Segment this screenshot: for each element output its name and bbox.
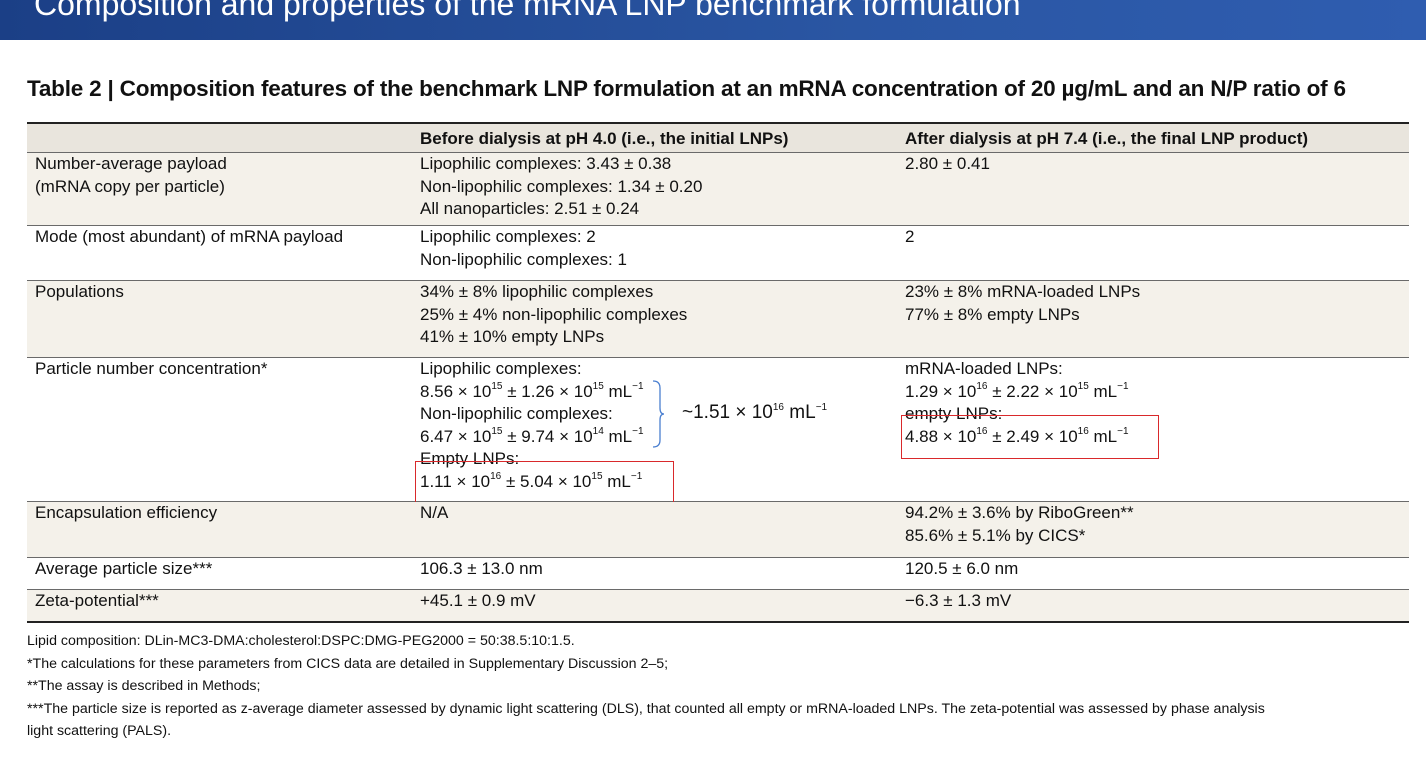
footnote-cics: *The calculations for these parameters f… <box>27 655 669 672</box>
highlight-box-before-empty <box>415 461 674 505</box>
row-encapsulation-efficiency: Encapsulation efficiency N/A 94.2% ± 3.6… <box>27 502 1409 558</box>
lipophilic-concentration-value: 8.56 × 1015 ± 1.26 × 1015 mL−1 <box>420 380 644 401</box>
header-before-dialysis: Before dialysis at pH 4.0 (i.e., the ini… <box>420 129 789 148</box>
row-mode-payload: Mode (most abundant) of mRNA payload Lip… <box>27 226 1409 281</box>
encapsulation-before: N/A <box>420 503 449 522</box>
zeta-after: −6.3 ± 1.3 mV <box>905 591 1012 610</box>
table-header-row: Before dialysis at pH 4.0 (i.e., the ini… <box>27 124 1409 153</box>
encapsulation-after: 94.2% ± 3.6% by RiboGreen** 85.6% ± 5.1%… <box>905 503 1134 545</box>
concentration-before: Lipophilic complexes: 8.56 × 1015 ± 1.26… <box>420 358 644 493</box>
concentration-label: Particle number concentration* <box>35 359 268 378</box>
row-number-average-payload: Number-average payload (mRNA copy per pa… <box>27 153 1409 226</box>
table-footnotes: Lipid composition: DLin-MC3-DMA:choleste… <box>27 630 1417 743</box>
mode-label: Mode (most abundant) of mRNA payload <box>35 227 344 246</box>
zeta-label: Zeta-potential*** <box>35 591 159 610</box>
row-populations: Populations 34% ± 8% lipophilic complexe… <box>27 281 1409 358</box>
loaded-lnp-concentration-value: 1.29 × 1016 ± 2.22 × 1015 mL−1 <box>905 380 1129 401</box>
table-title: Table 2 | Composition features of the be… <box>27 76 1346 101</box>
after-empty-lnp-concentration-value: 4.88 × 1016 ± 2.49 × 1016 mL−1 <box>905 425 1129 446</box>
populations-label: Populations <box>35 282 124 301</box>
size-label: Average particle size*** <box>35 559 213 578</box>
header-after-dialysis: After dialysis at pH 7.4 (i.e., the fina… <box>905 129 1309 148</box>
populations-after: 23% ± 8% mRNA-loaded LNPs 77% ± 8% empty… <box>905 282 1141 324</box>
populations-before: 34% ± 8% lipophilic complexes 25% ± 4% n… <box>420 282 688 346</box>
row-average-particle-size: Average particle size*** 106.3 ± 13.0 nm… <box>27 558 1409 590</box>
payload-before: Lipophilic complexes: 3.43 ± 0.38 Non-li… <box>420 154 703 218</box>
table-top-rule <box>27 122 1409 124</box>
footnote-dls-continued: light scattering (PALS). <box>27 723 172 739</box>
nonlipophilic-concentration-value: 6.47 × 1015 ± 9.74 × 1014 mL−1 <box>420 425 644 446</box>
payload-label: Number-average payload (mRNA copy per pa… <box>35 154 227 196</box>
row-particle-concentration: Particle number concentration* Lipophili… <box>27 358 1409 505</box>
concentration-after: mRNA-loaded LNPs: 1.29 × 1016 ± 2.22 × 1… <box>905 358 1129 448</box>
mode-after: 2 <box>905 227 915 246</box>
row-zeta-potential: Zeta-potential*** +45.1 ± 0.9 mV −6.3 ± … <box>27 590 1409 623</box>
highlight-box-after-empty <box>901 415 1159 459</box>
encapsulation-label: Encapsulation efficiency <box>35 503 218 522</box>
slide-title: Composition and properties of the mRNA L… <box>34 0 1021 22</box>
curly-brace-icon <box>652 380 664 448</box>
size-after: 120.5 ± 6.0 nm <box>905 559 1019 578</box>
payload-after: 2.80 ± 0.41 <box>905 154 990 173</box>
footnote-methods: **The assay is described in Methods; <box>27 678 261 694</box>
empty-lnp-concentration-value: 1.11 × 1016 ± 5.04 × 1015 mL−1 <box>420 470 643 491</box>
size-before: 106.3 ± 13.0 nm <box>420 559 543 578</box>
zeta-before: +45.1 ± 0.9 mV <box>420 591 536 610</box>
footnote-lipid-composition: Lipid composition: DLin-MC3-DMA:choleste… <box>27 633 575 649</box>
total-concentration-approx: ~1.51 × 1016 mL−1 <box>682 401 828 423</box>
composition-table: Before dialysis at pH 4.0 (i.e., the ini… <box>27 122 1409 623</box>
slide-banner: Composition and properties of the mRNA L… <box>0 0 1426 40</box>
footnote-dls: ***The particle size is reported as z-av… <box>27 700 1265 717</box>
mode-before: Lipophilic complexes: 2 Non-lipophilic c… <box>420 227 627 269</box>
